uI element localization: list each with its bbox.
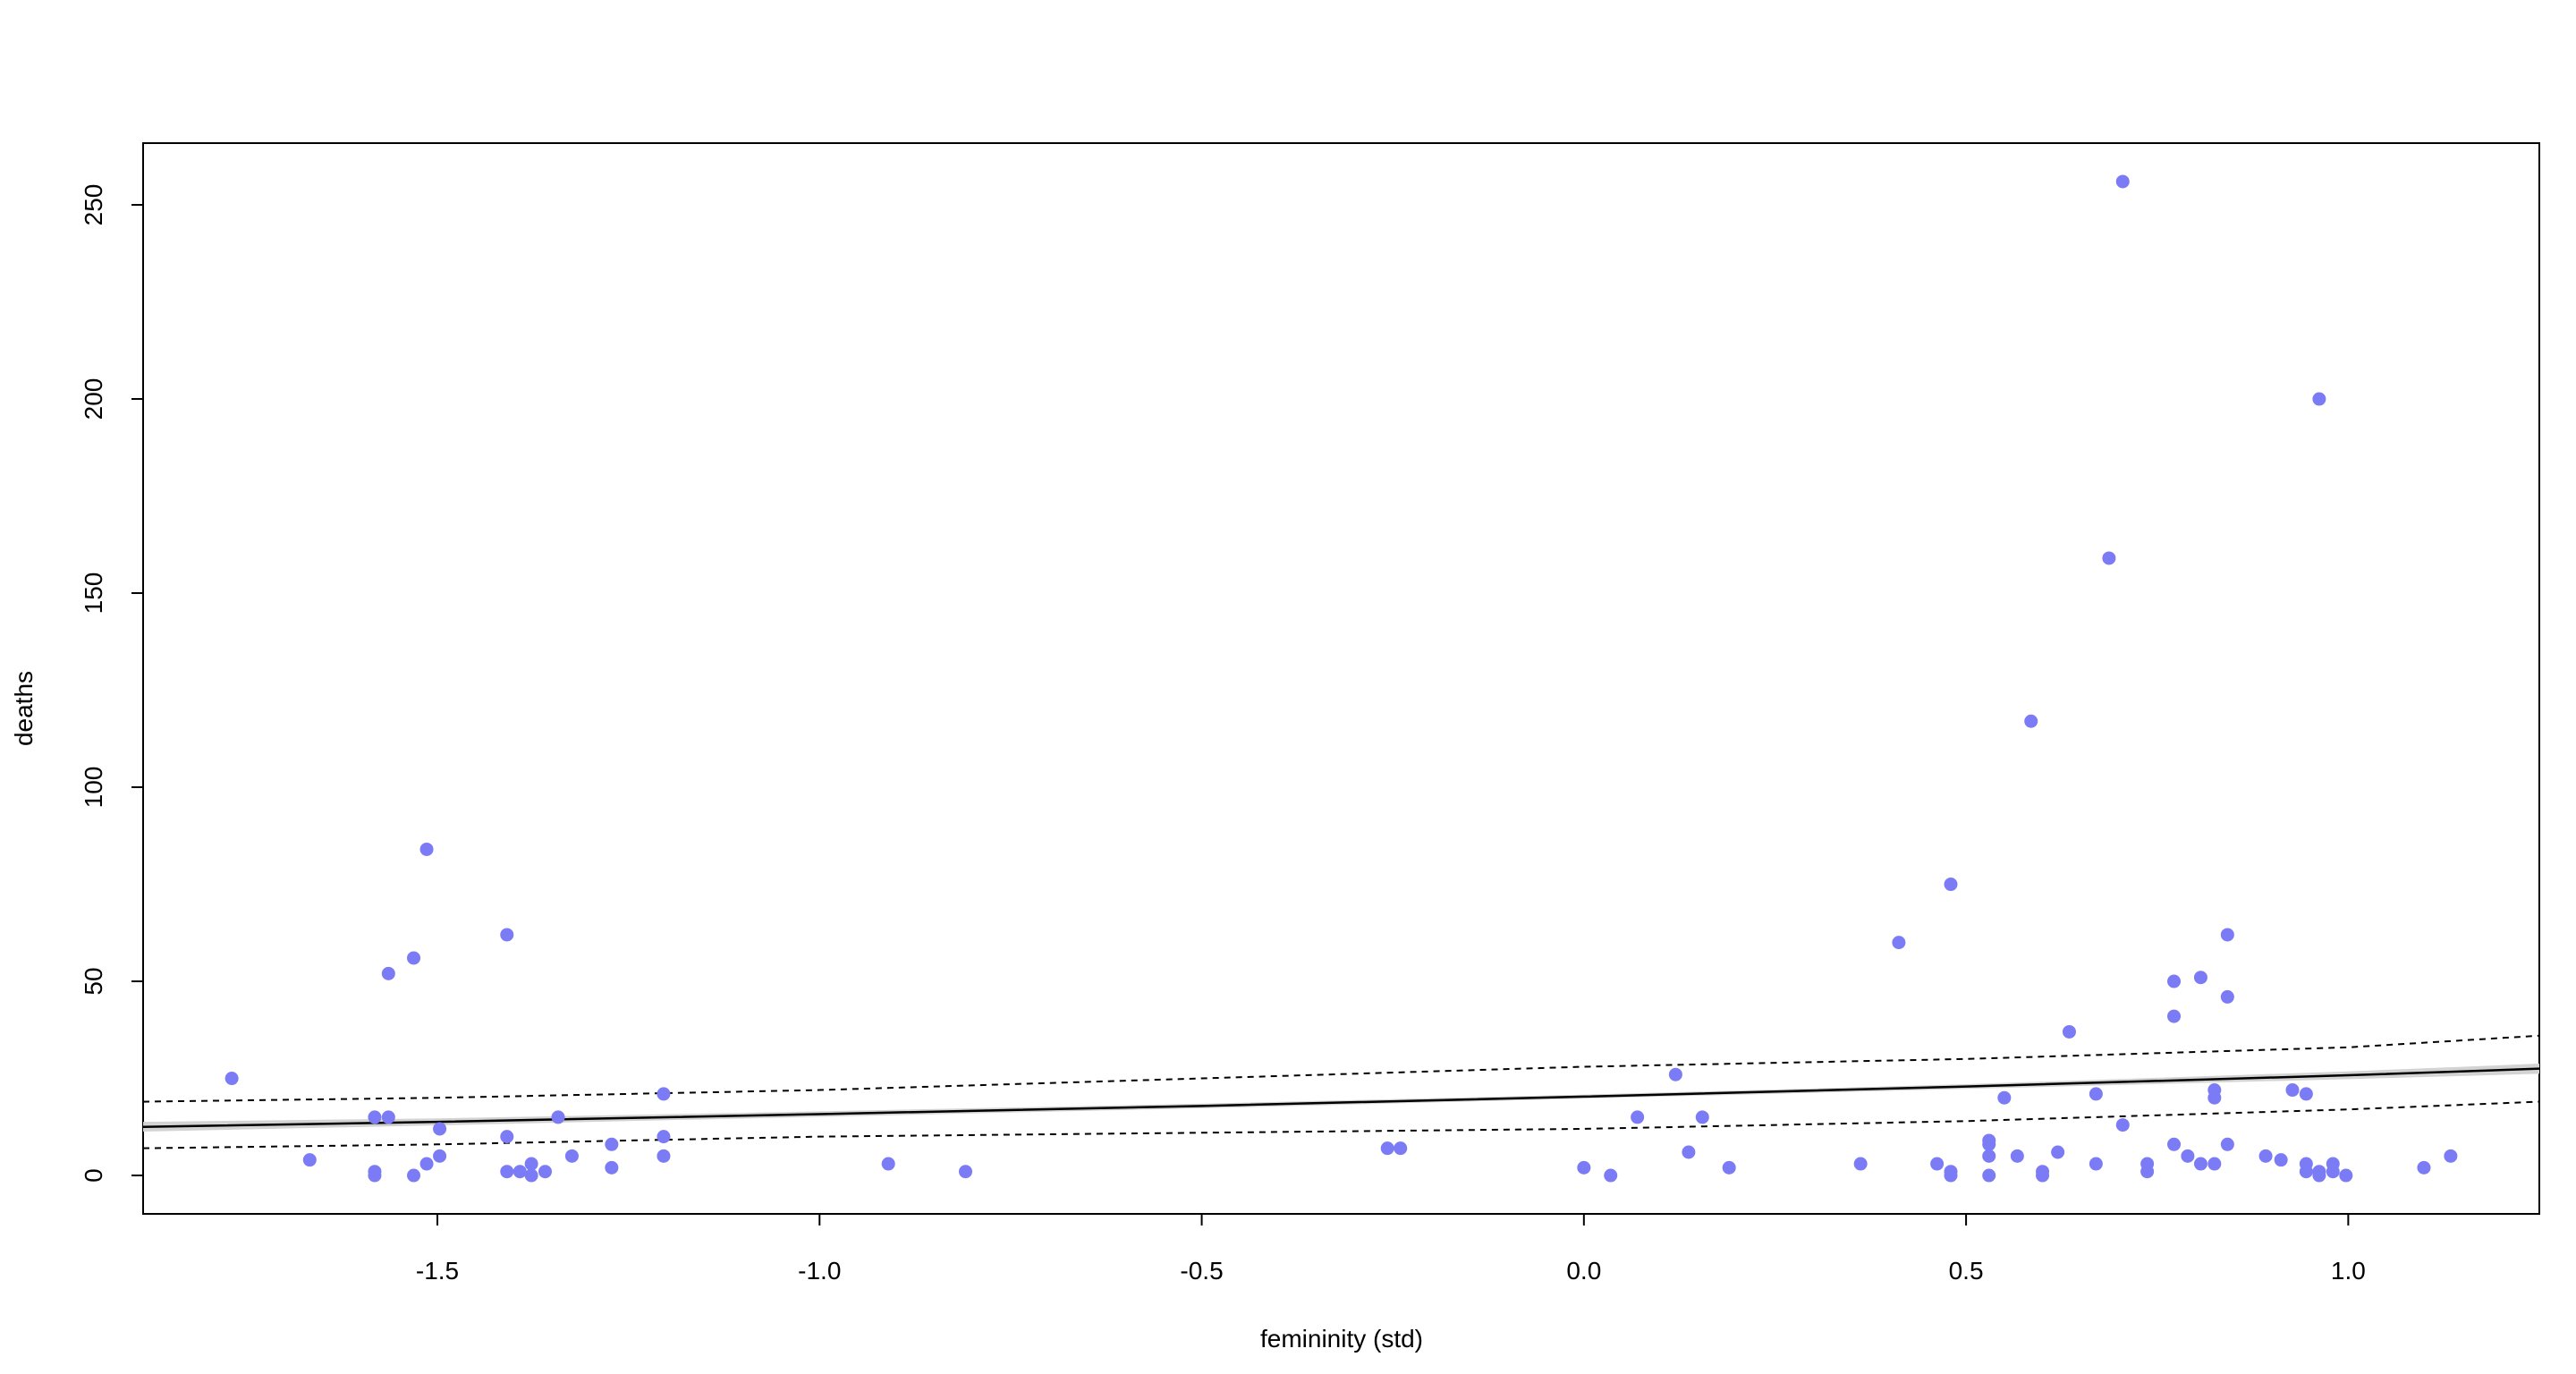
point xyxy=(1997,1090,2012,1105)
point xyxy=(551,1110,565,1124)
point xyxy=(605,1137,619,1151)
point xyxy=(538,1165,552,1179)
point xyxy=(1982,1168,1996,1183)
point xyxy=(1982,1149,1996,1163)
point xyxy=(407,951,421,965)
point xyxy=(2024,714,2038,728)
x-tick-label: 1.0 xyxy=(2331,1257,2366,1285)
point xyxy=(1577,1160,1591,1175)
point xyxy=(500,1165,514,1179)
point xyxy=(2299,1087,2313,1101)
point xyxy=(2115,174,2130,189)
y-tick-label: 250 xyxy=(80,184,107,226)
point xyxy=(2220,928,2234,942)
point xyxy=(2312,1168,2326,1183)
point xyxy=(1631,1110,1645,1124)
point xyxy=(2207,1090,2222,1105)
point xyxy=(2417,1160,2431,1175)
point xyxy=(433,1122,447,1136)
point xyxy=(1944,878,1958,892)
point xyxy=(1944,1168,1958,1183)
point xyxy=(1695,1110,1709,1124)
point xyxy=(2312,392,2326,406)
y-axis-title: deaths xyxy=(10,671,38,746)
prediction-interval xyxy=(142,1100,2540,1149)
point xyxy=(368,1168,382,1183)
point xyxy=(657,1149,671,1163)
point xyxy=(605,1160,619,1175)
point xyxy=(407,1168,421,1183)
point xyxy=(2051,1145,2065,1159)
x-tick-label: 0.0 xyxy=(1566,1257,1601,1285)
point xyxy=(2167,1009,2182,1023)
y-tick-label: 0 xyxy=(80,1168,107,1183)
point xyxy=(564,1149,579,1163)
point xyxy=(381,1110,395,1124)
point xyxy=(500,1130,514,1144)
point xyxy=(419,842,434,856)
point xyxy=(2274,1153,2288,1167)
point xyxy=(1892,936,1906,950)
point xyxy=(2258,1149,2273,1163)
x-tick-label: -0.5 xyxy=(1180,1257,1223,1285)
point xyxy=(1394,1141,1408,1156)
point xyxy=(657,1130,671,1144)
point xyxy=(2299,1165,2313,1179)
point xyxy=(2167,1137,2182,1151)
point xyxy=(2140,1165,2155,1179)
point xyxy=(1380,1141,1394,1156)
point xyxy=(381,966,395,980)
point xyxy=(2193,1157,2207,1171)
point xyxy=(500,928,514,942)
x-tick-label: 0.5 xyxy=(1949,1257,1984,1285)
point xyxy=(2207,1157,2222,1171)
point xyxy=(2102,551,2116,565)
point xyxy=(2326,1165,2340,1179)
point xyxy=(657,1087,671,1101)
point xyxy=(433,1149,447,1163)
point xyxy=(1722,1160,1736,1175)
x-tick-label: -1.5 xyxy=(416,1257,459,1285)
point xyxy=(1982,1137,1996,1151)
point xyxy=(2010,1149,2024,1163)
point xyxy=(302,1153,317,1167)
point xyxy=(1682,1145,1696,1159)
point xyxy=(2089,1157,2103,1171)
y-tick-label: 150 xyxy=(80,572,107,615)
point xyxy=(2193,971,2207,985)
y-tick-label: 200 xyxy=(80,378,107,420)
point xyxy=(2220,989,2234,1004)
point xyxy=(2339,1168,2353,1183)
point xyxy=(524,1168,538,1183)
point xyxy=(2444,1149,2458,1163)
y-tick-label: 50 xyxy=(80,967,107,995)
point xyxy=(2220,1137,2234,1151)
point xyxy=(881,1157,895,1171)
point xyxy=(368,1110,382,1124)
point xyxy=(524,1157,538,1171)
point xyxy=(2062,1024,2076,1039)
point xyxy=(1604,1168,1618,1183)
mean-line xyxy=(142,1067,2540,1129)
point xyxy=(958,1165,972,1179)
x-axis-title: femininity (std) xyxy=(1260,1325,1423,1353)
point xyxy=(1853,1157,1868,1171)
prediction-interval xyxy=(142,1034,2540,1103)
point xyxy=(225,1072,239,1086)
x-tick-label: -1.0 xyxy=(798,1257,841,1285)
point xyxy=(2115,1118,2130,1132)
plot-frame xyxy=(142,142,2540,1215)
point xyxy=(1668,1067,1682,1081)
point xyxy=(2089,1087,2103,1101)
point xyxy=(419,1157,434,1171)
point xyxy=(2167,974,2182,988)
point xyxy=(2036,1168,2050,1183)
y-tick-label: 100 xyxy=(80,767,107,809)
point xyxy=(2285,1083,2300,1098)
point xyxy=(2181,1149,2195,1163)
point xyxy=(1930,1157,1945,1171)
point xyxy=(513,1165,527,1179)
